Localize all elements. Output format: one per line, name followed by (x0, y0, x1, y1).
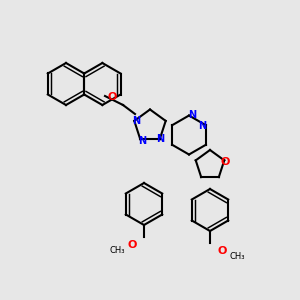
Text: N: N (138, 136, 147, 146)
Text: O: O (220, 157, 230, 167)
Text: O: O (108, 92, 117, 103)
Text: CH₃: CH₃ (109, 246, 125, 255)
Text: O: O (217, 245, 227, 256)
Text: N: N (198, 121, 207, 131)
Text: O: O (127, 239, 137, 250)
Text: N: N (132, 116, 141, 127)
Text: N: N (156, 134, 165, 145)
Text: N: N (188, 110, 196, 121)
Text: CH₃: CH₃ (229, 252, 245, 261)
